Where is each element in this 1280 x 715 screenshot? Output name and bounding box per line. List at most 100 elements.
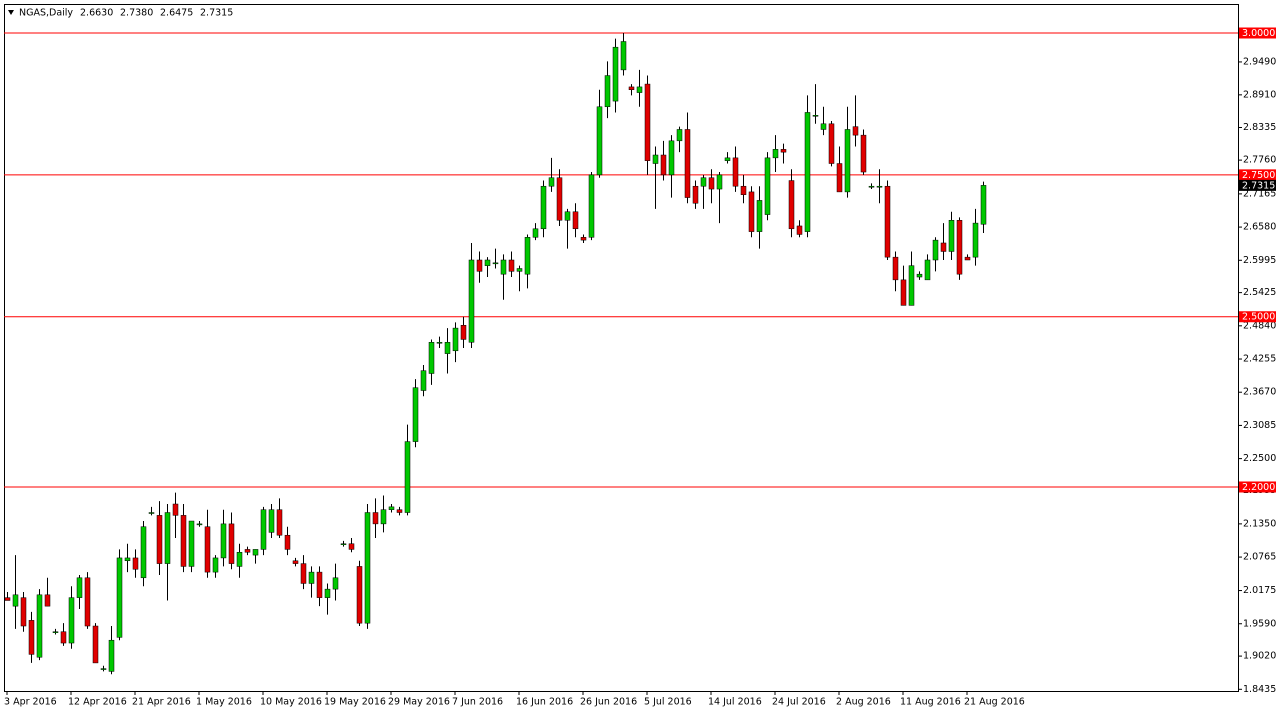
candle-body [68,597,75,644]
candle-body [388,506,395,510]
candle-body [956,220,963,275]
candle-body [236,551,243,567]
level-label: 2.5000 [1242,312,1275,323]
candle-body [892,256,899,281]
candle-body [428,342,435,374]
candle-body [612,46,619,102]
y-tick-label: 2.0175 [1243,585,1276,596]
candle-body [204,526,211,573]
candle-body [12,594,19,607]
candle-body [868,185,875,188]
candle-body [972,222,979,258]
candle-body [372,512,379,525]
candle-body [964,256,971,261]
x-tick-label: 7 Jun 2016 [452,697,503,708]
candle-body [348,543,355,550]
candle-body [284,534,291,550]
candle-body [292,560,299,564]
candle-body [700,177,707,187]
candle-body [604,75,611,108]
candle-body [724,157,731,161]
candle-body [876,185,883,188]
header-value: 2.6630 [80,8,113,19]
candle-body [516,268,523,272]
candle-body [788,180,795,230]
candle-body [676,129,683,142]
candle-body [476,259,483,272]
candle-body [852,126,859,136]
header-value: 2.7380 [120,8,153,19]
y-tick-label: 2.8335 [1243,122,1276,133]
candle-body [828,123,835,164]
current-price-label: 2.7315 [1242,180,1275,191]
x-tick-label: 3 Apr 2016 [4,697,57,708]
candle-body [220,523,227,559]
y-tick-label: 2.9490 [1243,56,1276,67]
candle-body [540,185,547,230]
candle-body [20,597,27,627]
header-value: 2.6475 [160,8,193,19]
candle-body [668,140,675,176]
level-label: 3.0000 [1242,28,1275,39]
plot-frame [4,4,1239,692]
candle-body [860,134,867,173]
y-tick-label: 1.9020 [1243,651,1276,662]
candle-body [620,41,627,71]
candle-body [940,242,947,252]
candle-body [804,112,811,232]
candle-body [564,211,571,221]
candle-body [684,129,691,198]
candle-body [844,129,851,193]
candle-body [652,154,659,164]
y-tick-label: 1.9590 [1243,618,1276,629]
candle-body [452,327,459,352]
header-value: 2.7315 [200,8,233,19]
candle-body [900,279,907,306]
x-tick-label: 29 May 2016 [388,697,450,708]
candle-body [980,185,987,225]
candle-body [716,174,723,190]
candle-body [244,549,251,553]
y-tick-label: 1.8435 [1243,684,1276,695]
candle-body [404,441,411,513]
x-tick-label: 10 May 2016 [260,697,322,708]
candle-body [820,123,827,130]
candle-body [44,594,51,607]
y-tick-label: 2.4840 [1243,320,1276,331]
y-tick-label: 2.5425 [1243,287,1276,298]
level-label: 2.2000 [1242,482,1275,493]
candle-body [596,106,603,176]
y-tick-label: 2.7165 [1243,188,1276,199]
x-tick-label: 19 May 2016 [324,697,386,708]
candle-body [780,149,787,153]
y-tick-label: 2.0765 [1243,552,1276,563]
candle-body [28,620,35,655]
y-tick-label: 2.5995 [1243,255,1276,266]
candle-body [924,259,931,281]
candle-body [796,225,803,235]
level-label-box [1239,311,1276,323]
y-tick-label: 2.6580 [1243,222,1276,233]
candle-body [812,115,819,117]
candle-body [164,512,171,564]
candle-body [308,571,315,584]
candle-body [500,259,507,275]
x-tick-label: 5 Jul 2016 [644,697,692,708]
y-tick-label: 2.4255 [1243,354,1276,365]
candle-body [692,185,699,204]
candle-body [588,174,595,238]
candle-body [492,262,499,265]
candle-body [708,177,715,190]
current-price-box [1239,179,1276,191]
y-tick-label: 2.1350 [1243,518,1276,529]
candle-body [916,273,923,278]
candle-body [276,509,283,536]
candle-body [436,342,443,344]
candle-body [212,557,219,573]
candle-body [508,259,515,272]
candle-body [116,557,123,638]
x-tick-label: 21 Aug 2016 [964,697,1025,708]
candle-body [732,157,739,187]
candle-body [300,563,307,584]
menu-arrow[interactable] [8,10,14,15]
